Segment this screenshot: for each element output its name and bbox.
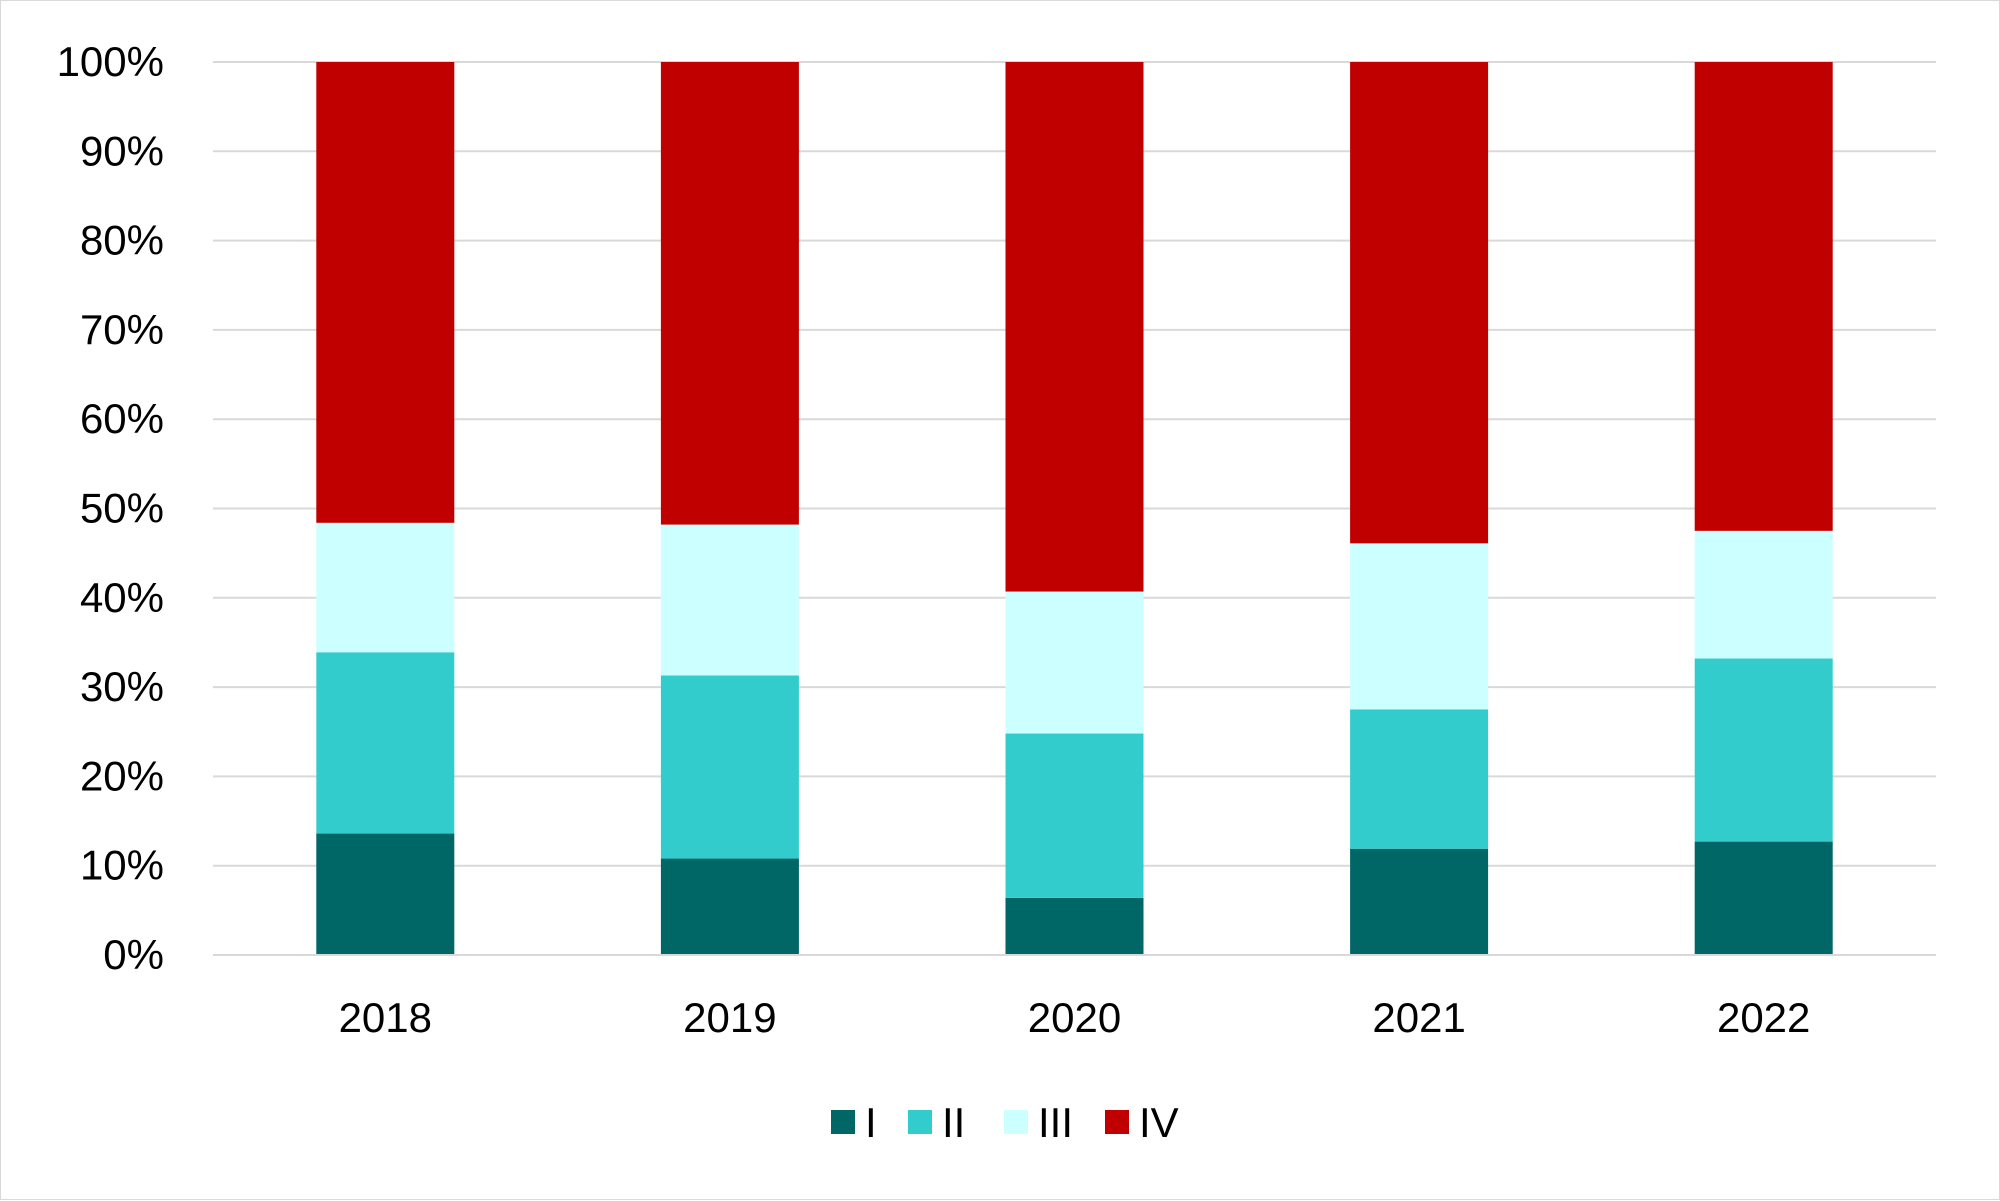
bar-I-2020 — [1005, 897, 1144, 955]
bar-III-2020 — [1005, 591, 1144, 734]
legend-swatch-III — [1004, 1110, 1028, 1134]
bar-II-2022 — [1694, 658, 1833, 842]
y-tick-label: 90% — [80, 127, 164, 174]
y-tick-label: 10% — [80, 842, 164, 889]
bar-I-2019 — [660, 858, 799, 955]
bar-I-2022 — [1694, 841, 1833, 955]
x-tick-label: 2018 — [339, 994, 432, 1041]
bar-I-2018 — [316, 833, 455, 955]
bar-IV-2022 — [1694, 62, 1833, 531]
y-tick-label: 50% — [80, 485, 164, 532]
legend-label-IV: IV — [1139, 1099, 1179, 1146]
x-tick-label: 2020 — [1028, 994, 1121, 1041]
y-tick-label: 70% — [80, 306, 164, 353]
bar-III-2021 — [1350, 543, 1489, 710]
legend-swatch-II — [908, 1110, 932, 1134]
x-tick-label: 2022 — [1717, 994, 1810, 1041]
bar-II-2021 — [1350, 709, 1489, 849]
y-tick-label: 80% — [80, 217, 164, 264]
legend-label-I: I — [865, 1099, 877, 1146]
x-axis: 2018 2019 2020 2021 2022 — [213, 954, 1936, 1041]
bar-III-2019 — [660, 524, 799, 676]
bar-IV-2020 — [1005, 62, 1144, 592]
y-tick-label: 40% — [80, 574, 164, 621]
y-tick-label: 20% — [80, 752, 164, 799]
bar-IV-2019 — [660, 62, 799, 525]
legend: I II III IV — [831, 1099, 1179, 1146]
legend-swatch-IV — [1105, 1110, 1129, 1134]
bar-I-2021 — [1350, 848, 1489, 955]
x-tick-label: 2019 — [683, 994, 776, 1041]
x-tick-label: 2021 — [1372, 994, 1465, 1041]
y-axis: 0% 10% 20% 30% 40% 50% 60% 70% 80% 90% 100% — [57, 38, 164, 978]
y-tick-label: 100% — [57, 38, 164, 85]
y-tick-label: 60% — [80, 395, 164, 442]
y-tick-label: 0% — [103, 931, 164, 978]
bar-II-2019 — [660, 675, 799, 859]
bar-III-2018 — [316, 522, 455, 653]
bar-IV-2021 — [1350, 62, 1489, 544]
legend-label-II: II — [942, 1099, 965, 1146]
y-tick-label: 30% — [80, 663, 164, 710]
bars — [316, 62, 1833, 955]
legend-label-III: III — [1038, 1099, 1073, 1146]
bar-II-2018 — [316, 652, 455, 834]
legend-swatch-I — [831, 1110, 855, 1134]
bar-III-2022 — [1694, 530, 1833, 659]
bar-II-2020 — [1005, 733, 1144, 898]
bar-IV-2018 — [316, 62, 455, 523]
